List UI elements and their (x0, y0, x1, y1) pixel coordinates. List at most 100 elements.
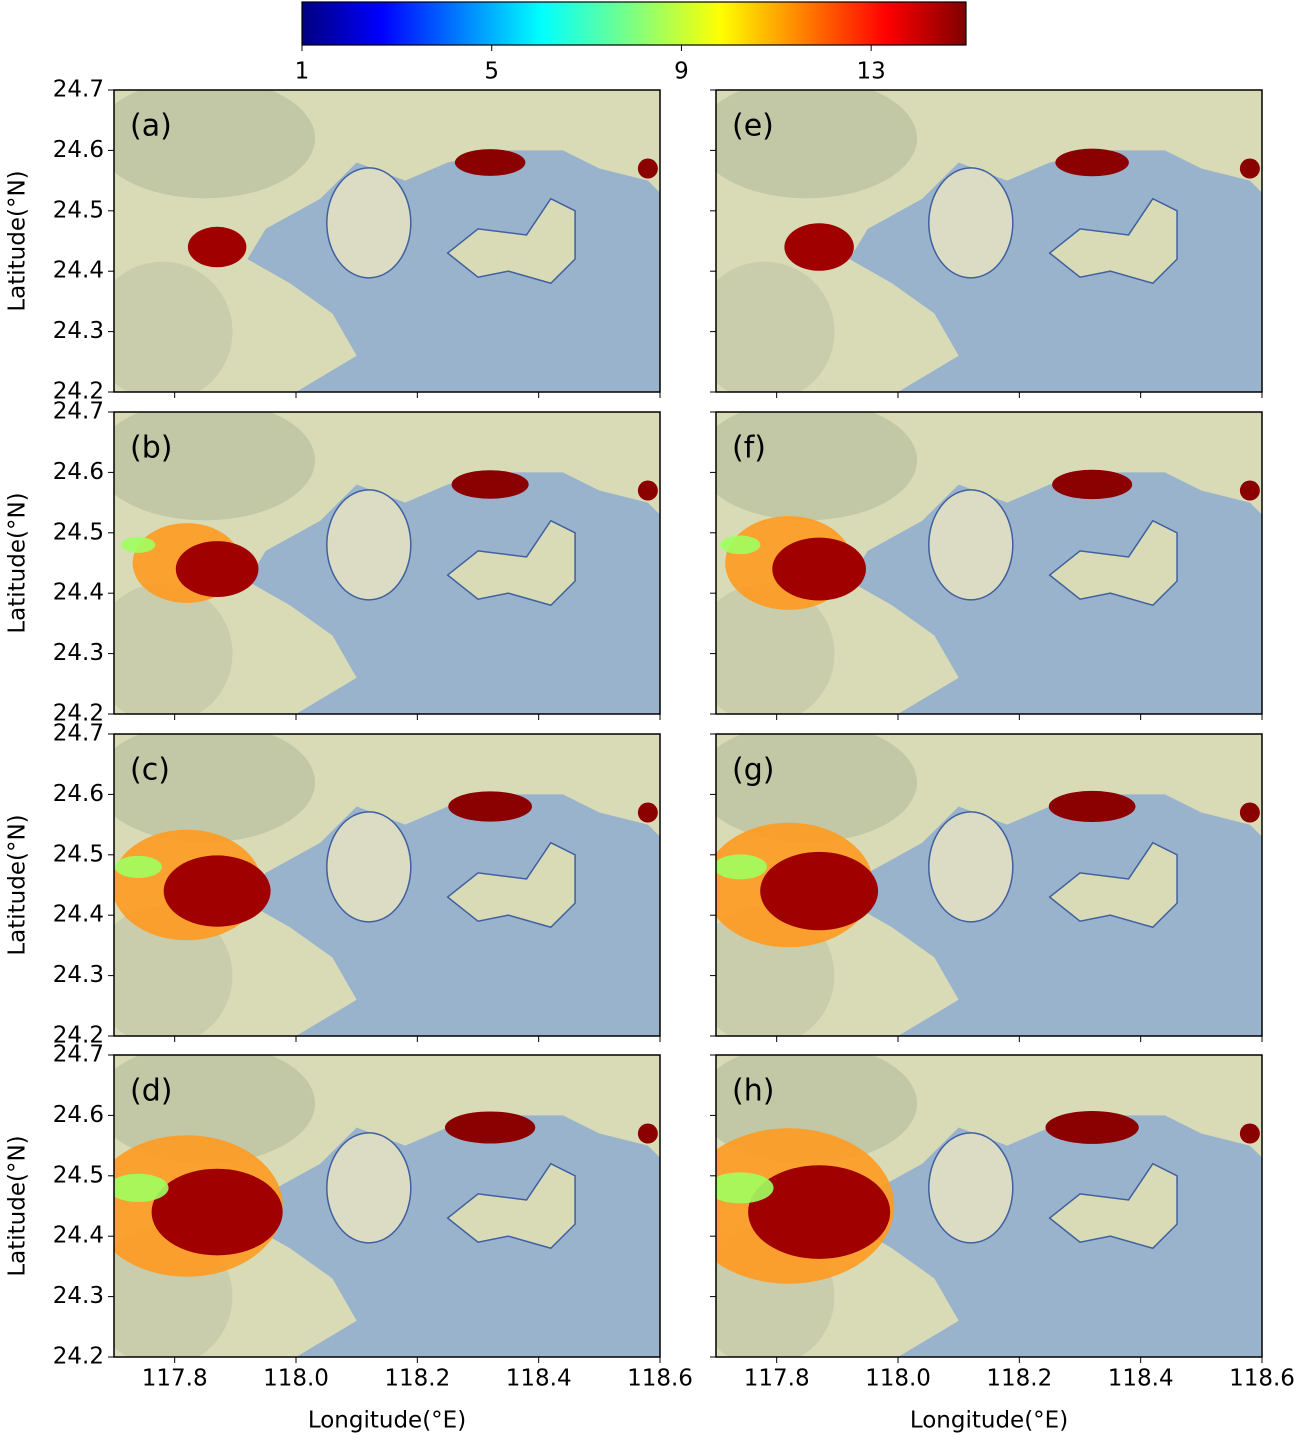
flood-north (444, 1111, 536, 1144)
y-tick-label: 24.2 (53, 701, 104, 727)
flood-north (448, 791, 532, 822)
y-tick-label: 24.2 (53, 1023, 104, 1049)
xiamen-island (326, 489, 412, 601)
map-panel: (g) (710, 733, 1263, 1042)
flood-east (1239, 480, 1260, 501)
frame (715, 733, 1263, 1037)
flood-core (748, 1165, 891, 1259)
y-tick-label: 24.7 (53, 721, 104, 747)
frame (715, 411, 1263, 715)
kinmen-island (446, 197, 576, 285)
hills (114, 1055, 315, 1164)
flood-edge (114, 855, 162, 878)
y-tick-label: 24.5 (53, 197, 104, 223)
x-tick-label: 118.2 (986, 1366, 1052, 1392)
y-tick-label: 24.6 (53, 781, 104, 807)
colorbar-tick-label: 5 (484, 59, 499, 85)
y-tick-label: 24.3 (53, 962, 104, 988)
y-axis-label: Latitude(°N) (5, 492, 31, 633)
xiamen-island (326, 167, 412, 279)
hills (114, 261, 233, 392)
map-panel: (f) (710, 411, 1263, 720)
frame (113, 89, 661, 393)
panel-label: (g) (732, 753, 774, 788)
panel-label: (d) (130, 1074, 172, 1109)
y-axis-label: Latitude(°N) (5, 1135, 31, 1276)
flood-east (637, 158, 658, 179)
flood-east (1239, 802, 1260, 823)
flood-north (454, 149, 526, 176)
hills (716, 412, 917, 521)
flood-edge (716, 854, 767, 880)
flood-core (163, 855, 271, 927)
y-tick-label: 24.5 (53, 519, 104, 545)
kinmen-island (1048, 197, 1178, 285)
frame (113, 1054, 661, 1358)
colorbar-tick-label: 9 (674, 59, 689, 85)
colorbar-tick-label: 13 (857, 59, 886, 85)
y-tick-label: 24.2 (53, 1344, 104, 1370)
flood-north (1045, 1111, 1139, 1144)
y-tick-label: 24.4 (53, 258, 104, 284)
x-tick-label: 117.8 (142, 1366, 208, 1392)
y-tick-label: 24.7 (53, 77, 104, 103)
panel-label: (h) (732, 1074, 774, 1109)
hills (114, 583, 233, 714)
flood-core (175, 541, 259, 597)
panel-label: (a) (130, 109, 172, 144)
map-panel: (e) (710, 89, 1263, 398)
hills (716, 90, 917, 199)
xiamen-island (928, 167, 1014, 279)
flood-edge (121, 536, 156, 553)
flood-north (451, 470, 529, 499)
y-tick-label: 24.6 (53, 137, 104, 163)
panel-label: (c) (130, 753, 170, 788)
map (114, 1055, 660, 1357)
xiamen-island (928, 1132, 1014, 1244)
flood-east (637, 1123, 658, 1144)
y-tick-label: 24.3 (53, 1283, 104, 1309)
map (114, 90, 660, 392)
map-panel: (c) 24.2 24.3 24.4 24.5 24.6 24.7 Latitude(°N) (5, 721, 661, 1049)
map-panel: (a) 24.2 24.3 24.4 24.5 24.6 24.7 Latitude(°N) (5, 77, 661, 405)
flood-core (784, 223, 854, 271)
y-tick-label: 24.4 (53, 1223, 104, 1249)
flood-north (1052, 469, 1133, 500)
xiamen-island (326, 811, 412, 923)
x-tick-label: 118.2 (384, 1366, 450, 1392)
y-tick-label: 24.5 (53, 1162, 104, 1188)
hills (716, 734, 917, 843)
hills (716, 261, 835, 392)
flood-core (760, 851, 879, 931)
y-tick-label: 24.3 (53, 318, 104, 344)
frame (113, 733, 661, 1037)
xiamen-island (326, 1132, 412, 1244)
y-tick-label: 24.2 (53, 379, 104, 405)
kinmen-island (446, 519, 576, 607)
frame (715, 1054, 1263, 1358)
x-tick-label: 118.6 (627, 1366, 693, 1392)
map (716, 734, 1262, 1036)
flood-east (637, 802, 658, 823)
kinmen-island (1048, 1162, 1178, 1250)
flood-edge (114, 1173, 169, 1203)
flood-east (1239, 1123, 1260, 1144)
flood-north (1048, 790, 1136, 823)
y-axis-label: Latitude(°N) (5, 170, 31, 311)
flood-core (772, 537, 866, 601)
flood-edge (720, 535, 761, 555)
x-axis-label: Longitude(°E) (308, 1408, 466, 1434)
colorbar-tick-label: 1 (295, 59, 310, 85)
xiamen-island (928, 489, 1014, 601)
map (716, 1055, 1262, 1357)
flood-edge (716, 1172, 774, 1204)
x-tick-label: 118.4 (506, 1366, 572, 1392)
x-tick-label: 118.0 (865, 1366, 931, 1392)
map (716, 412, 1262, 714)
panel-label: (b) (130, 431, 172, 466)
map (716, 90, 1262, 392)
xiamen-island (928, 811, 1014, 923)
map (114, 412, 660, 714)
flood-east (1239, 158, 1260, 179)
x-tick-label: 118.4 (1108, 1366, 1174, 1392)
